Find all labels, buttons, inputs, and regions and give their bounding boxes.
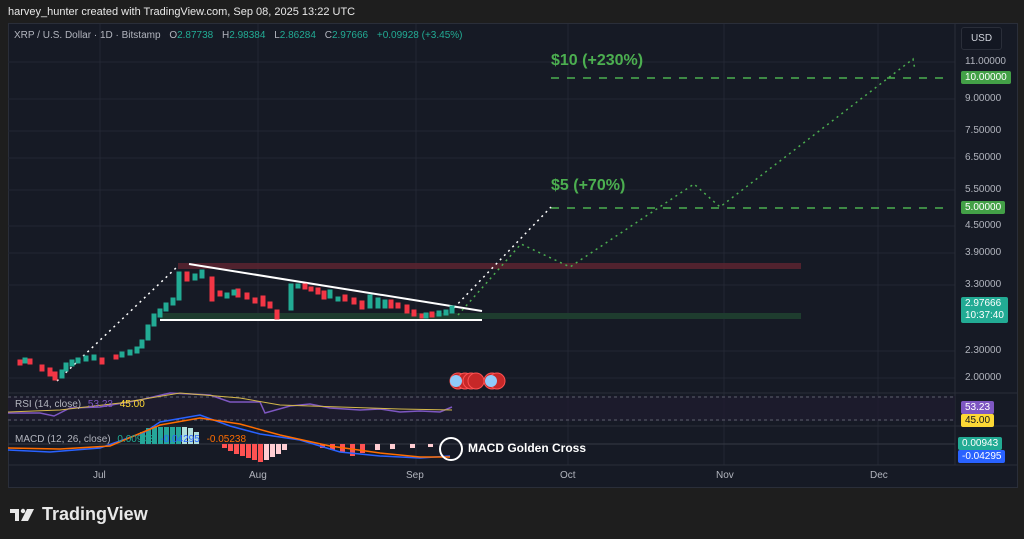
macd-signal-value: -0.05238 [206,434,247,445]
macd-hist-tag: 0.00943 [958,437,1003,450]
price-label: 6.50000 [965,152,1002,163]
rsi-value-tag: 53.23 [961,401,995,414]
price-label: 5.50000 [965,184,1002,195]
rsi-value: 53.23 [87,399,113,410]
currency-button[interactable]: USD [961,27,1002,50]
rsi-ma-value: 45.00 [119,399,145,410]
bar-countdown: 10:37:40 [965,310,1004,321]
macd-signal-tag: -0.04295 [958,450,1006,463]
symbol-label: XRP / U.S. Dollar · 1D · Bitstamp [14,30,161,41]
event-flag-icons [449,372,506,390]
price-label: 3.90000 [965,247,1002,258]
resistance-zone [178,263,801,269]
macd-line-value: -0.04295 [160,434,200,445]
open-value: 2.87738 [177,30,214,41]
price-label: 3.30000 [965,279,1002,290]
target-5-annotation: $5 (+70%) [551,177,626,194]
open-key: O [169,30,178,41]
x-axis-label: Dec [870,470,888,481]
support-zone [160,313,801,319]
macd-cross-circle [439,437,463,461]
attribution-text: harvey_hunter created with TradingView.c… [8,6,356,18]
tradingview-logo: TradingView [10,504,148,525]
x-axis-label: Nov [716,470,734,481]
x-axis-label: Aug [249,470,267,481]
last-price-tag: 2.97666 10:37:40 [961,297,1008,323]
rsi-ma-tag: 45.00 [961,414,995,427]
last-price-value: 2.97666 [965,298,1002,309]
rsi-label: RSI (14, close) [15,399,82,410]
target-5-price-tag: 5.00000 [961,201,1006,214]
price-label: 11.00000 [965,56,1006,67]
close-value: 2.97666 [331,30,369,41]
close-key: C [324,30,332,41]
price-label: 2.30000 [965,345,1002,356]
low-key: L [274,30,280,41]
ohlc-legend: XRP / U.S. Dollar · 1D · Bitstamp O2.877… [14,30,463,41]
brand-name: TradingView [42,504,148,524]
macd-cross-annotation: MACD Golden Cross [468,441,587,455]
macd-histogram [140,426,433,462]
price-label: 9.00000 [965,93,1002,104]
rsi-legend: RSI (14, close) 53.23 45.00 [15,399,145,410]
x-axis-label: Jul [93,470,106,481]
target-10-annotation: $10 (+230%) [551,52,644,69]
price-label: 2.00000 [965,372,1002,383]
macd-legend: MACD (12, 26, close) 0.00943 -0.04295 -0… [15,434,246,445]
macd-hist-value: 0.00943 [117,434,154,445]
macd-label: MACD (12, 26, close) [15,434,111,445]
high-key: H [222,30,230,41]
price-label: 4.50000 [965,220,1002,231]
x-axis-label: Sep [406,470,424,481]
target-10-price-tag: 10.00000 [961,71,1011,84]
price-label: 7.50000 [965,125,1002,136]
low-value: 2.86284 [279,30,316,41]
high-value: 2.98384 [229,30,266,41]
tradingview-logo-icon [10,508,34,521]
x-axis-label: Oct [560,470,576,481]
change-value: +0.09928 (+3.45%) [376,30,463,41]
